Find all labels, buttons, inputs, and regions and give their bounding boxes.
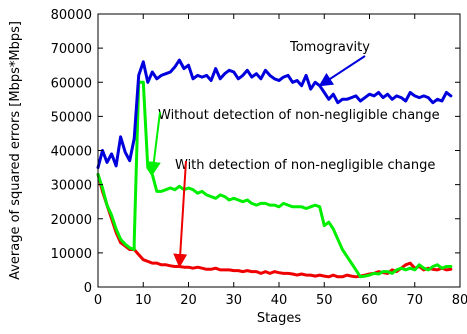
series-line-without bbox=[96, 80, 453, 279]
y-tick-label: 50000 bbox=[51, 110, 92, 125]
y-tick-label: 30000 bbox=[51, 179, 92, 194]
x-tick-label: 60 bbox=[361, 293, 378, 308]
x-tick-label: 30 bbox=[225, 293, 242, 308]
annotation-label: With detection of non-negligible change bbox=[175, 158, 435, 173]
annotation-label: Without detection of non-negligible chan… bbox=[158, 108, 440, 123]
annotation-arrow bbox=[173, 160, 188, 268]
axis-ticks: 0 10 20 30 40 50 60 70 80 0 10000 20000 30000 40000 50… bbox=[51, 8, 467, 308]
x-tick-label: 50 bbox=[316, 293, 333, 308]
x-tick-label: 20 bbox=[180, 293, 197, 308]
x-tick-label: 0 bbox=[94, 293, 102, 308]
y-tick-label: 10000 bbox=[51, 247, 92, 262]
y-tick-label: 60000 bbox=[51, 76, 92, 91]
y-axis-title: Average of squared errors [Mbps*Mbps] bbox=[8, 21, 23, 280]
y-tick-label: 40000 bbox=[51, 145, 92, 160]
x-tick-label: 10 bbox=[135, 293, 152, 308]
annotation-arrow bbox=[146, 111, 161, 176]
annotation-arrow bbox=[318, 55, 366, 87]
series-line-with bbox=[96, 172, 453, 279]
y-tick-label: 70000 bbox=[51, 42, 92, 57]
x-axis-title: Stages bbox=[257, 311, 302, 326]
x-tick-label: 80 bbox=[452, 293, 467, 308]
x-tick-label: 40 bbox=[271, 293, 288, 308]
series-line-tomogravity bbox=[96, 58, 453, 170]
y-tick-label: 0 bbox=[84, 281, 92, 296]
annotations-layer: Tomogravity Without detection of non-negl… bbox=[146, 40, 440, 268]
y-tick-label: 80000 bbox=[51, 8, 92, 23]
y-tick-label: 20000 bbox=[51, 213, 92, 228]
x-tick-label: 70 bbox=[406, 293, 423, 308]
plot-frame bbox=[97, 13, 461, 288]
annotation-label: Tomogravity bbox=[289, 40, 370, 55]
series-layer bbox=[96, 58, 453, 279]
